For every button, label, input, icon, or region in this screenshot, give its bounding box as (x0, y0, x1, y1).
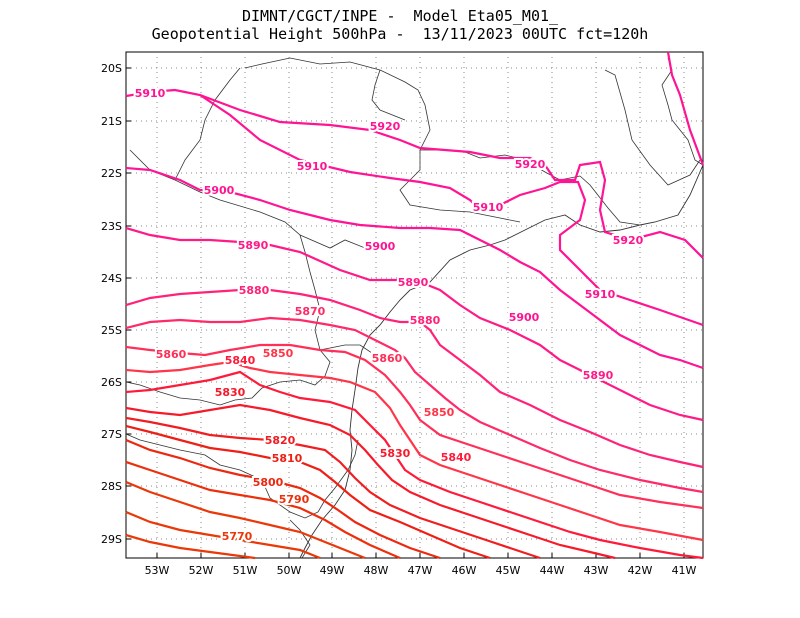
graticule (126, 52, 703, 558)
lon-tick-label: 48W (364, 564, 389, 577)
lon-tick-label: 44W (540, 564, 565, 577)
map-frame (125, 51, 704, 559)
contour-label: 5860 (372, 352, 403, 365)
contour-label: 5790 (279, 493, 310, 506)
lat-tick-label: 28S (101, 480, 122, 493)
lat-tick-label: 24S (101, 272, 122, 285)
contour-label: 5890 (398, 276, 429, 289)
contour-5910 (125, 88, 704, 327)
contour-label: 5900 (509, 311, 540, 324)
contour-label: 5890 (238, 239, 269, 252)
contour-label: 5840 (441, 451, 472, 464)
contour-5840 (125, 370, 704, 560)
contour-label: 5900 (204, 184, 235, 197)
lon-tick-label: 50W (277, 564, 302, 577)
lat-tick-label: 29S (101, 533, 122, 546)
contour-label: 5830 (380, 447, 411, 460)
lat-tick-label: 27S (101, 428, 122, 441)
contour-5800 (125, 438, 441, 560)
lon-tick-label: 46W (452, 564, 477, 577)
contour-label: 5880 (239, 284, 270, 297)
contour-5790 (125, 460, 401, 560)
contour-lines (125, 51, 705, 560)
contour-label: 5900 (365, 240, 396, 253)
lon-tick-label: 42W (628, 564, 653, 577)
lon-tick-label: 52W (189, 564, 214, 577)
contour-label: 5920 (515, 158, 546, 171)
contour-label: 5910 (135, 87, 166, 100)
axis-ticks (126, 67, 685, 558)
contour-label: 5910 (473, 201, 504, 214)
contour-5760 (125, 533, 256, 560)
lon-tick-label: 49W (320, 564, 345, 577)
contour-label: 5860 (156, 348, 187, 361)
contour-5810 (125, 424, 491, 560)
map-title-line-1: DIMNT/CGCT/INPE - Model Eta05_M01_ (241, 7, 559, 25)
lat-tick-label: 25S (101, 324, 122, 337)
contour-label: 5850 (424, 406, 455, 419)
contour-label: 5840 (225, 354, 256, 367)
contour-5820 (125, 416, 541, 560)
contour-5890 (125, 226, 704, 422)
contour-label: 5910 (585, 288, 616, 301)
lon-tick-label: 41W (672, 564, 697, 577)
contour-label: 5810 (272, 452, 303, 465)
contour-label: 5920 (613, 234, 644, 247)
lon-tick-label: 51W (233, 564, 258, 577)
lon-tick-label: 53W (145, 564, 170, 577)
coastline (299, 164, 704, 559)
contour-label: 5820 (265, 434, 296, 447)
contour-5870 (125, 316, 704, 494)
contour-label: 5830 (215, 386, 246, 399)
lat-tick-label: 21S (101, 115, 122, 128)
contour-5920b (666, 51, 705, 166)
lat-tick-label: 23S (101, 220, 122, 233)
lat-tick-label: 20S (101, 62, 122, 75)
contour-label: 5920 (370, 120, 401, 133)
map-title-line-2: Geopotential Height 500hPa - 13/11/2023 … (151, 25, 649, 43)
lat-tick-label: 26S (101, 376, 122, 389)
lon-tick-label: 43W (584, 564, 609, 577)
contour-label: 5910 (297, 160, 328, 173)
contour-5770 (125, 510, 321, 560)
contour-label: 5770 (222, 530, 253, 543)
contour-5880 (125, 288, 704, 469)
lat-tick-label: 22S (101, 167, 122, 180)
contour-label: 5880 (410, 314, 441, 327)
contour-5900 (125, 166, 704, 370)
lon-tick-label: 45W (496, 564, 521, 577)
contour-5850 (125, 360, 704, 542)
contour-label: 5800 (253, 476, 284, 489)
contour-5860 (125, 343, 704, 510)
contour-label: 5850 (263, 347, 294, 360)
contour-label: 5890 (583, 369, 614, 382)
lon-tick-label: 47W (408, 564, 433, 577)
contour-5780 (125, 480, 366, 560)
contour-5920 (199, 93, 704, 259)
political-borders (125, 57, 704, 559)
contour-label: 5870 (295, 305, 326, 318)
contour-5830 (125, 403, 616, 560)
